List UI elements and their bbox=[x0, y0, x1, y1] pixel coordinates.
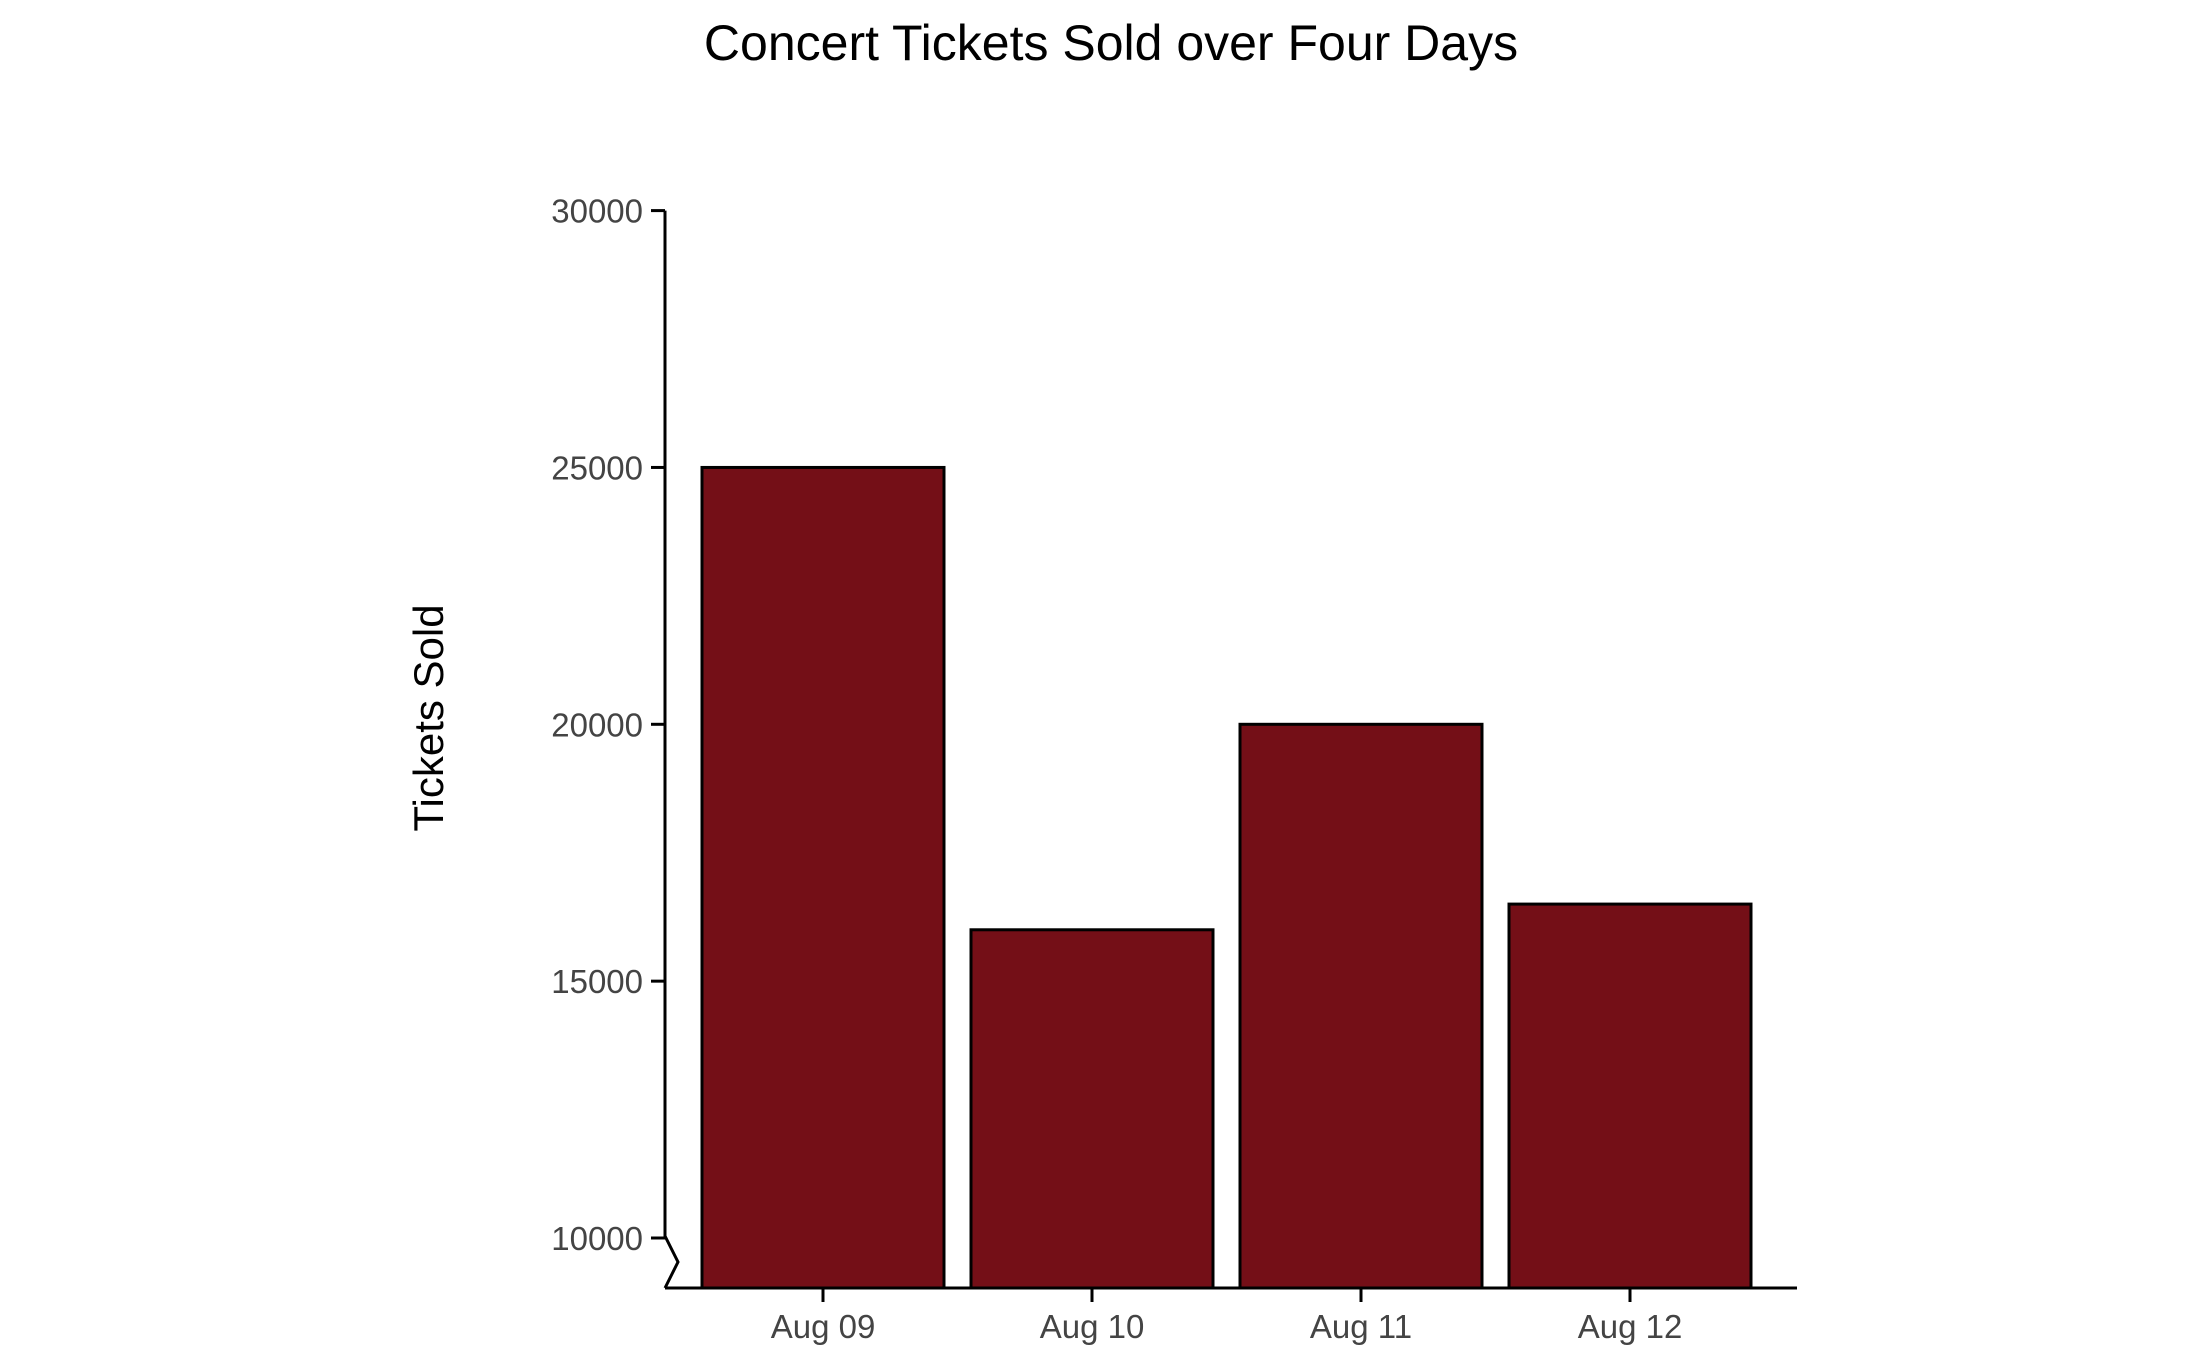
chart-title: Concert Tickets Sold over Four Days bbox=[704, 15, 1518, 71]
y-tick-label: 15000 bbox=[551, 963, 643, 1000]
y-axis-line bbox=[663, 210, 680, 1289]
x-tick-label: Aug 09 bbox=[771, 1308, 876, 1345]
y-tick-label: 20000 bbox=[551, 706, 643, 743]
x-tick-label: Aug 12 bbox=[1578, 1308, 1683, 1345]
bar bbox=[1238, 722, 1484, 1290]
bar bbox=[1507, 902, 1753, 1290]
x-axis-ticks: Aug 09 Aug 10 Aug 11 Aug 12 bbox=[771, 1288, 1683, 1345]
y-axis-title: Tickets Sold bbox=[405, 604, 452, 831]
bars-group bbox=[700, 465, 1753, 1290]
y-tick-label: 30000 bbox=[551, 193, 643, 230]
x-tick-label: Aug 11 bbox=[1310, 1308, 1412, 1345]
y-axis-ticks: 10000 15000 20000 25000 30000 bbox=[551, 193, 665, 1257]
bar bbox=[700, 465, 946, 1290]
bar bbox=[969, 928, 1215, 1290]
y-tick-label: 25000 bbox=[551, 449, 643, 486]
y-tick-label: 10000 bbox=[551, 1220, 643, 1257]
x-tick-label: Aug 10 bbox=[1040, 1308, 1145, 1345]
